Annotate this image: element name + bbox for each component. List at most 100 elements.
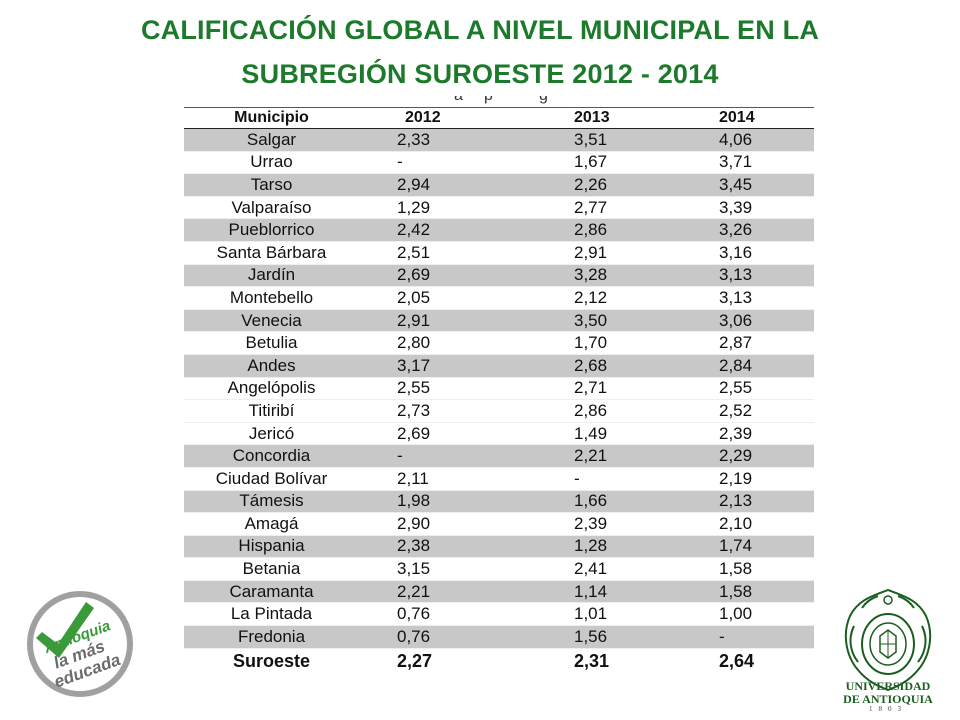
checkmark-badge-icon xyxy=(36,602,94,658)
university-name: UNIVERSIDAD DE ANTIOQUIA xyxy=(826,680,950,706)
header-2013: 2013 xyxy=(524,107,669,129)
table-row: Jericó 2,69 1,49 2,39 xyxy=(184,422,814,446)
row-2012: - xyxy=(359,444,524,468)
row-2013: 3,50 xyxy=(524,309,669,333)
row-2014: 1,74 xyxy=(669,535,814,559)
row-2014: 2,13 xyxy=(669,490,814,514)
row-2012: 2,55 xyxy=(359,377,524,401)
ratings-table: Municipio 2012 2013 2014 Salgar 2,33 3,51 4… xyxy=(184,107,814,672)
row-2014: 3,45 xyxy=(669,173,814,197)
table-row: Andes 3,17 2,68 2,84 xyxy=(184,354,814,378)
table-row: Concordia -2,21 2,29 xyxy=(184,444,814,468)
row-2013: 2,12 xyxy=(524,286,669,310)
row-municipio: Angelópolis xyxy=(184,377,359,401)
row-municipio: Hispania xyxy=(184,535,359,559)
row-2014: 3,39 xyxy=(669,196,814,220)
row-2012: 3,15 xyxy=(359,557,524,581)
total-label: Suroeste xyxy=(184,647,359,672)
table-row: Hispania 2,38 1,28 1,74 xyxy=(184,535,814,559)
table-row: Montebello 2,05 2,12 3,13 xyxy=(184,286,814,310)
row-2013: 1,70 xyxy=(524,331,669,355)
row-municipio: Pueblorrico xyxy=(184,218,359,242)
row-2012: - xyxy=(359,151,524,175)
row-2012: 2,69 xyxy=(359,422,524,446)
total-2013: 2,31 xyxy=(524,647,669,672)
row-2013: 2,86 xyxy=(524,218,669,242)
row-2012: 1,29 xyxy=(359,196,524,220)
row-2012: 0,76 xyxy=(359,625,524,649)
row-municipio: Betania xyxy=(184,557,359,581)
caption-fragment-char: g xyxy=(539,96,548,105)
row-municipio: La Pintada xyxy=(184,602,359,627)
university-year: 1803 xyxy=(869,705,907,713)
row-municipio: Fredonia xyxy=(184,625,359,649)
row-municipio: Valparaíso xyxy=(184,196,359,220)
row-municipio: Jericó xyxy=(184,422,359,446)
table-row: Santa Bárbara 2,51 2,91 3,16 xyxy=(184,241,814,265)
antioquia-la-mas-educada-logo: Antioquia la más educada xyxy=(27,591,133,697)
ratings-table-image: a p g Municipio 2012 2013 2014 Salgar2,3… xyxy=(184,96,814,672)
university-name-line-2: DE ANTIOQUIA xyxy=(843,692,933,706)
row-2014: 3,06 xyxy=(669,309,814,333)
row-2012: 2,73 xyxy=(359,399,524,423)
row-2013: 3,51 xyxy=(524,128,669,152)
row-municipio: Santa Bárbara xyxy=(184,241,359,265)
university-name-line-1: UNIVERSIDAD xyxy=(845,679,931,693)
row-2012: 2,90 xyxy=(359,512,524,536)
table-row: Angelópolis 2,55 2,71 2,55 xyxy=(184,377,814,401)
row-2014: 3,16 xyxy=(669,241,814,265)
row-2013: 3,28 xyxy=(524,264,669,288)
row-2014: 1,58 xyxy=(669,580,814,604)
row-2013: 2,91 xyxy=(524,241,669,265)
header-2012: 2012 xyxy=(359,107,524,129)
row-2014: 2,10 xyxy=(669,512,814,536)
row-2014: 1,00 xyxy=(669,602,814,627)
table-row: Pueblorrico 2,42 2,86 3,26 xyxy=(184,218,814,242)
row-municipio: Betulia xyxy=(184,331,359,355)
table-row: Tarso 2,94 2,26 3,45 xyxy=(184,173,814,197)
caption-fragment-char: p xyxy=(484,96,493,105)
row-2013: 2,68 xyxy=(524,354,669,378)
page-title: CALIFICACIÓN GLOBAL A NIVEL MUNICIPAL EN… xyxy=(40,8,920,96)
table-row: Betania 3,15 2,41 1,58 xyxy=(184,557,814,581)
header-2014: 2014 xyxy=(669,107,814,129)
table-header-row: Municipio 2012 2013 2014 xyxy=(184,107,814,129)
row-2013: 1,01 xyxy=(524,602,669,627)
table-row: Amagá 2,90 2,39 2,10 xyxy=(184,512,814,536)
row-2014: 4,06 xyxy=(669,128,814,152)
table-row: Fredonia 0,76 1,56- xyxy=(184,625,814,649)
row-2014: 1,58 xyxy=(669,557,814,581)
row-2012: 2,38 xyxy=(359,535,524,559)
row-2013: 1,14 xyxy=(524,580,669,604)
total-2012: 2,27 xyxy=(359,647,524,672)
logo-ring-icon xyxy=(27,591,133,697)
header-municipio: Municipio xyxy=(184,107,359,129)
row-2013: 2,71 xyxy=(524,377,669,401)
caption-fragment-char: a xyxy=(454,96,463,105)
row-municipio: Urrao xyxy=(184,151,359,175)
table-row: Jardín 2,69 3,28 3,13 xyxy=(184,264,814,288)
row-2013: 2,26 xyxy=(524,173,669,197)
row-municipio: Caramanta xyxy=(184,580,359,604)
table-row: Betulia 2,80 1,70 2,87 xyxy=(184,331,814,355)
row-municipio: Salgar xyxy=(184,128,359,152)
row-2013: 2,41 xyxy=(524,557,669,581)
row-2012: 2,91 xyxy=(359,309,524,333)
row-2014: 2,19 xyxy=(669,467,814,491)
row-2014: 2,29 xyxy=(669,444,814,468)
table-row: Venecia 2,91 3,50 3,06 xyxy=(184,309,814,333)
row-2014: 3,71 xyxy=(669,151,814,175)
row-2013: 1,56 xyxy=(524,625,669,649)
row-2014: 3,26 xyxy=(669,218,814,242)
row-2013: 1,67 xyxy=(524,151,669,175)
university-seal-icon xyxy=(844,588,932,692)
title-line-2: SUBREGIÓN SUROESTE 2012 - 2014 xyxy=(241,59,719,89)
table-row: Urrao -1,67 3,71 xyxy=(184,151,814,175)
row-2014: 2,39 xyxy=(669,422,814,446)
row-municipio: Andes xyxy=(184,354,359,378)
row-2013: 2,21 xyxy=(524,444,669,468)
row-2014: 2,84 xyxy=(669,354,814,378)
row-2012: 2,05 xyxy=(359,286,524,310)
row-2012: 1,98 xyxy=(359,490,524,514)
row-municipio: Montebello xyxy=(184,286,359,310)
